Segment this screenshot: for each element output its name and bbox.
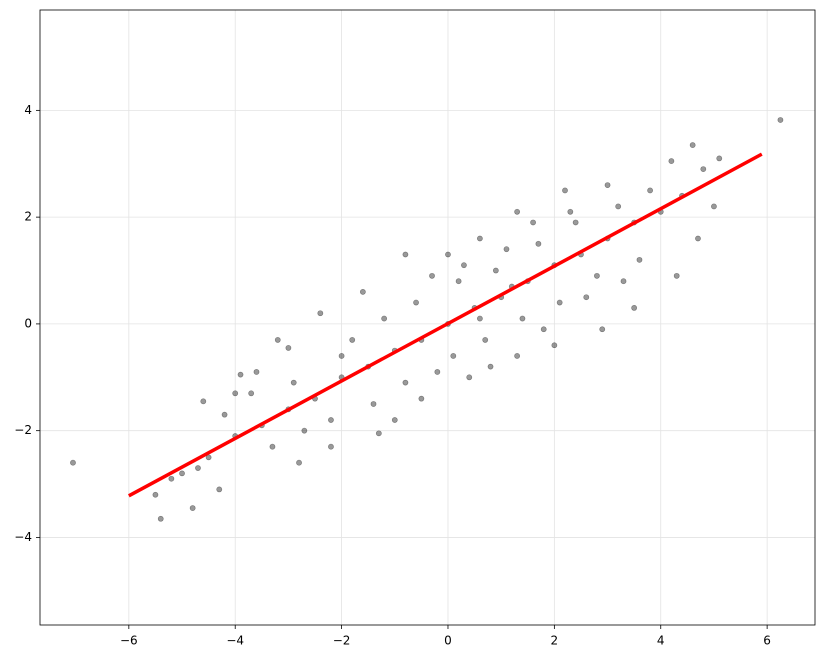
point <box>205 454 212 461</box>
point <box>189 505 196 511</box>
point <box>274 337 281 343</box>
point <box>253 369 260 375</box>
point <box>700 166 707 172</box>
point <box>413 299 419 306</box>
point <box>317 310 324 317</box>
point <box>615 203 622 210</box>
point <box>301 427 308 434</box>
point <box>599 326 606 333</box>
point <box>556 299 563 306</box>
point <box>349 337 356 343</box>
point <box>594 272 600 279</box>
point <box>562 187 568 194</box>
point <box>514 353 521 359</box>
plot-frame <box>39 9 816 626</box>
point <box>466 374 473 381</box>
point <box>689 142 696 148</box>
point <box>583 294 590 301</box>
point <box>492 267 499 274</box>
point <box>418 395 425 402</box>
point <box>152 491 159 498</box>
point <box>195 465 201 471</box>
point <box>636 256 643 263</box>
point <box>503 246 510 253</box>
point <box>429 272 435 279</box>
point <box>338 353 345 359</box>
point <box>540 326 547 333</box>
x-tick-label: −6 <box>120 634 138 648</box>
point <box>168 475 175 482</box>
point <box>70 459 76 466</box>
point <box>402 379 409 386</box>
point <box>375 430 382 437</box>
point <box>359 288 366 295</box>
point <box>476 235 483 242</box>
point <box>519 315 526 322</box>
x-tick-label: 0 <box>444 634 452 648</box>
point <box>673 272 680 279</box>
point <box>631 304 638 311</box>
y-tick-label: −4 <box>14 530 32 544</box>
y-tick-label: 2 <box>24 210 32 224</box>
point <box>402 251 409 258</box>
point <box>535 240 542 247</box>
point <box>232 390 239 397</box>
x-tick-label: −2 <box>333 634 351 648</box>
point <box>179 470 185 477</box>
point <box>216 486 223 493</box>
point <box>391 417 398 423</box>
point <box>269 443 276 450</box>
point <box>482 337 489 343</box>
point <box>567 208 574 215</box>
point <box>777 117 784 123</box>
point <box>620 278 627 285</box>
point <box>572 219 579 226</box>
point <box>695 235 701 242</box>
point <box>668 158 675 164</box>
x-tick-label: −4 <box>226 634 244 648</box>
point <box>604 182 611 189</box>
point <box>157 515 164 522</box>
point <box>487 363 494 370</box>
point <box>328 417 334 423</box>
fit-line <box>127 152 763 498</box>
point <box>647 187 654 194</box>
point <box>296 459 302 466</box>
point <box>370 401 377 407</box>
point <box>248 390 255 397</box>
point <box>434 369 441 375</box>
x-tick-label: 2 <box>551 634 559 648</box>
point <box>221 411 228 418</box>
point <box>290 379 297 386</box>
point <box>455 278 462 285</box>
point <box>445 251 451 258</box>
x-tick-label: 6 <box>763 634 771 648</box>
point <box>551 342 558 349</box>
point <box>450 353 457 359</box>
x-tick-label: 4 <box>657 634 665 648</box>
point <box>711 203 717 210</box>
point <box>285 345 292 351</box>
point <box>328 443 334 450</box>
point <box>530 219 536 226</box>
point <box>237 371 244 378</box>
y-tick-label: 0 <box>24 316 32 330</box>
y-tick-label: 4 <box>24 103 32 117</box>
point <box>461 262 467 269</box>
point <box>476 315 483 322</box>
point <box>200 398 207 405</box>
y-tick-label: −2 <box>14 423 32 437</box>
point <box>716 155 723 162</box>
point <box>514 208 521 215</box>
point <box>381 315 388 322</box>
